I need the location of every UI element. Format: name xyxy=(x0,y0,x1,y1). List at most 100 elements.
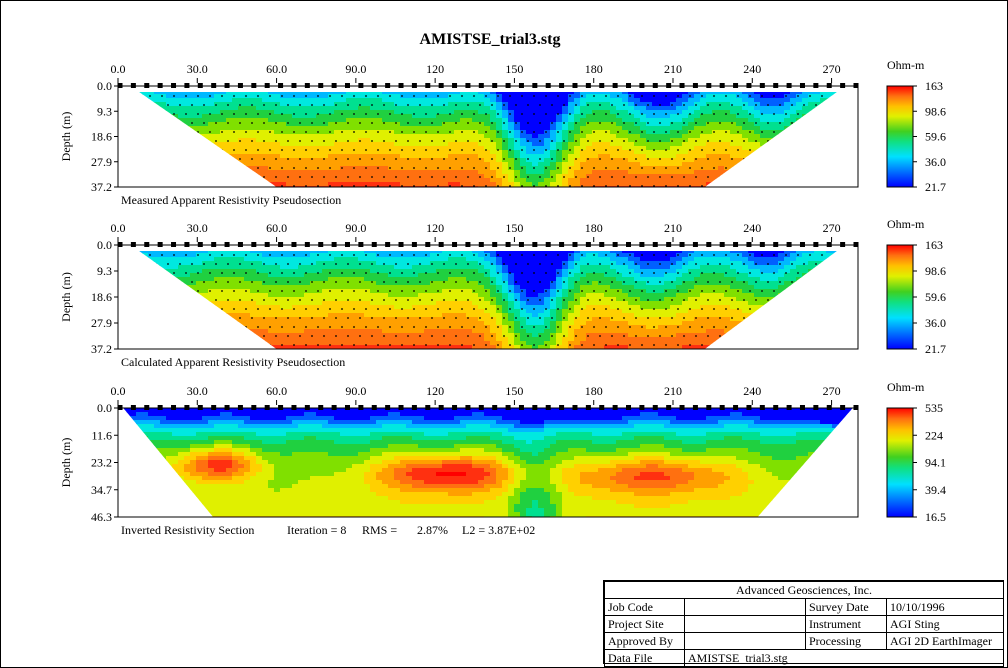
electrode-marker xyxy=(853,83,859,88)
section-panel-3: 0.0 30.0 60.0 90.0 120 150 180 210 240 270 0.0 11.6… xyxy=(59,380,946,537)
electrode-marker xyxy=(572,405,578,410)
electrode-marker xyxy=(184,242,190,247)
electrode-marker xyxy=(304,405,310,410)
x-tick-label: 210 xyxy=(664,221,682,235)
colorbar-tick-label: 535 xyxy=(925,401,943,415)
electrode-marker xyxy=(452,405,458,410)
y-tick-label: 27.9 xyxy=(91,155,112,169)
electrode-marker xyxy=(438,83,444,88)
electrode-marker xyxy=(599,83,605,88)
electrode-marker xyxy=(813,83,819,88)
electrode-marker xyxy=(211,83,217,88)
table-row: Project Site Instrument AGI Sting xyxy=(604,615,1004,633)
electrode-marker xyxy=(331,405,337,410)
x-tick-label: 210 xyxy=(664,384,682,398)
electrode-marker xyxy=(358,242,364,247)
electrode-marker xyxy=(478,242,484,247)
l2-text: L2 = 3.87E+02 xyxy=(462,523,535,537)
electrode-marker xyxy=(545,83,551,88)
electrode-marker xyxy=(799,405,805,410)
electrode-marker xyxy=(706,405,712,410)
electrode-marker xyxy=(773,83,779,88)
electrode-marker xyxy=(559,83,565,88)
electrode-marker xyxy=(626,405,632,410)
electrode-marker xyxy=(813,405,819,410)
x-tick-label: 120 xyxy=(426,62,444,76)
colorbar-tick-label: 36.0 xyxy=(925,316,946,330)
section-caption: Calculated Apparent Resistivity Pseudose… xyxy=(121,355,345,369)
y-tick-label: 18.6 xyxy=(91,130,112,144)
colorbar-tick-label: 163 xyxy=(925,238,943,252)
electrode-marker xyxy=(157,83,163,88)
electrode-marker xyxy=(278,242,284,247)
electrode-marker xyxy=(291,405,297,410)
electrode-marker xyxy=(358,405,364,410)
electrode-marker xyxy=(733,405,739,410)
electrode-marker xyxy=(626,242,632,247)
y-tick-label: 0.0 xyxy=(97,401,112,415)
iteration-text: Iteration = 8 xyxy=(287,523,346,537)
survey-date-value: 10/10/1996 xyxy=(886,598,1004,616)
rms-value: 2.87% xyxy=(417,523,448,537)
project-site-label: Project Site xyxy=(604,615,685,633)
electrode-marker xyxy=(585,242,591,247)
colorbar-tick-label: 59.6 xyxy=(925,130,946,144)
electrode-marker xyxy=(746,405,752,410)
electrode-marker xyxy=(264,405,270,410)
electrode-marker xyxy=(371,242,377,247)
electrode-marker xyxy=(719,242,725,247)
colorbar-unit-label: Ohm-m xyxy=(887,217,925,231)
y-tick-label: 34.7 xyxy=(91,483,112,497)
electrode-marker xyxy=(585,83,591,88)
colorbar-tick-label: 21.7 xyxy=(925,180,946,194)
colorbar-tick-label: 39.4 xyxy=(925,483,946,497)
electrode-marker xyxy=(505,242,511,247)
electrode-marker xyxy=(237,405,243,410)
electrode-marker xyxy=(331,242,337,247)
electrode-marker xyxy=(599,405,605,410)
colorbar-tick-label: 59.6 xyxy=(925,290,946,304)
electrode-marker xyxy=(545,405,551,410)
electrode-marker xyxy=(840,242,846,247)
electrode-marker xyxy=(425,83,431,88)
electrode-marker xyxy=(826,242,832,247)
colorbar xyxy=(886,85,914,188)
y-tick-label: 0.0 xyxy=(97,238,112,252)
electrode-marker xyxy=(371,83,377,88)
y-tick-label: 11.6 xyxy=(91,428,112,442)
electrode-marker xyxy=(130,83,136,88)
electrode-marker xyxy=(130,405,136,410)
electrode-marker xyxy=(211,405,217,410)
x-tick-label: 90.0 xyxy=(345,384,366,398)
colorbar-tick-label: 163 xyxy=(925,79,943,93)
electrode-marker xyxy=(452,242,458,247)
x-tick-label: 30.0 xyxy=(187,221,208,235)
electrode-marker xyxy=(237,242,243,247)
x-tick-label: 120 xyxy=(426,384,444,398)
electrode-marker xyxy=(157,242,163,247)
electrode-marker xyxy=(612,83,618,88)
x-tick-label: 180 xyxy=(585,221,603,235)
electrode-marker xyxy=(318,242,324,247)
electrode-row xyxy=(117,83,859,88)
electrode-marker xyxy=(652,405,658,410)
electrode-marker xyxy=(452,83,458,88)
electrode-marker xyxy=(826,83,832,88)
y-tick-label: 0.0 xyxy=(97,79,112,93)
colorbar-tick-label: 16.5 xyxy=(925,510,946,524)
job-code-label: Job Code xyxy=(604,598,685,616)
y-tick-label: 23.2 xyxy=(91,456,112,470)
electrode-marker xyxy=(532,83,538,88)
electrode-marker xyxy=(853,405,859,410)
electrode-marker xyxy=(840,405,846,410)
electrode-marker xyxy=(719,405,725,410)
electrode-marker xyxy=(572,83,578,88)
info-table: Advanced Geosciences, Inc. Job Code Surv… xyxy=(603,580,1004,667)
x-tick-label: 270 xyxy=(823,221,841,235)
electrode-marker xyxy=(799,242,805,247)
rms-label: RMS = xyxy=(362,523,397,537)
electrode-marker xyxy=(746,242,752,247)
electrode-marker xyxy=(117,83,123,88)
electrode-marker xyxy=(117,405,123,410)
electrode-marker xyxy=(639,83,645,88)
